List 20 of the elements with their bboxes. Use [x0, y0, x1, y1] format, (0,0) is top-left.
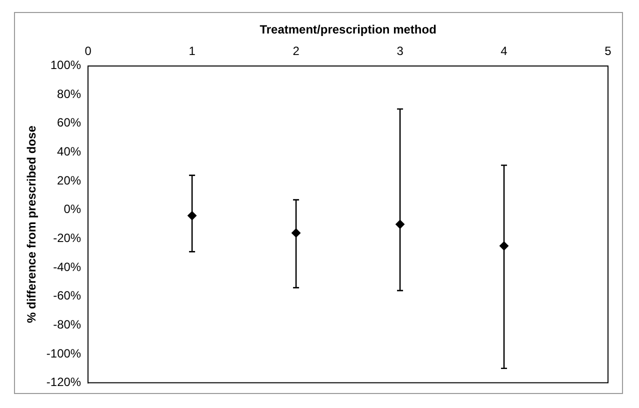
y-tick-label: -80%: [53, 317, 82, 332]
y-tick-label: -40%: [53, 260, 82, 274]
y-tick-label: 80%: [57, 86, 82, 101]
y-tick-label: -120%: [46, 375, 82, 390]
y-tick-label: 0%: [64, 202, 82, 216]
y-tick-label: -20%: [53, 231, 82, 246]
y-axis-title: % difference from prescribed dose: [24, 125, 39, 323]
y-tick-label: 60%: [57, 116, 82, 130]
x-tick-label: 5: [604, 44, 612, 58]
y-tick-label: 40%: [57, 144, 82, 159]
x-axis-title: Treatment/prescription method: [260, 22, 436, 37]
y-tick-label: -60%: [53, 288, 82, 303]
x-tick-label: 0: [84, 44, 92, 58]
x-tick-label: 1: [188, 44, 196, 58]
y-tick-label: -100%: [46, 346, 82, 360]
x-tick-label: 3: [396, 44, 404, 58]
y-tick-label: 20%: [57, 173, 82, 188]
x-tick-label: 4: [500, 44, 508, 58]
x-tick-label: 2: [292, 44, 300, 58]
y-tick-label: 100%: [50, 58, 82, 72]
